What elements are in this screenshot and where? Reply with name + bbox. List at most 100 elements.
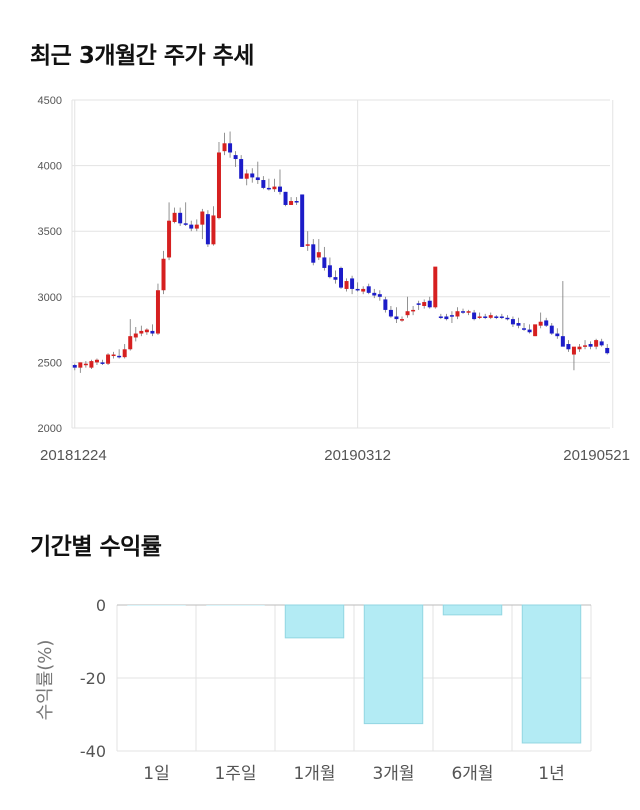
- candle-body: [200, 211, 205, 225]
- candle-body: [250, 173, 255, 178]
- candle-body: [167, 220, 172, 258]
- candle: [133, 326, 138, 342]
- candle-body: [78, 362, 83, 368]
- bar-y-tick-label: -20: [80, 669, 106, 688]
- price-trend-title: 최근 3개월간 주가 추세: [30, 43, 254, 69]
- candle-body: [433, 266, 438, 308]
- candle-body: [583, 345, 588, 347]
- candle: [427, 296, 432, 309]
- bar-x-tick-label: 6개월: [451, 764, 493, 784]
- candle: [178, 207, 183, 226]
- candle: [599, 338, 604, 347]
- candle-body: [555, 333, 560, 337]
- candle: [355, 282, 360, 292]
- bar-x-tick-label: 1년: [538, 764, 564, 784]
- candle-body: [211, 215, 216, 245]
- candle-body: [272, 186, 277, 190]
- candle-body: [394, 316, 399, 320]
- candle-x-tick-label: 20190521: [563, 447, 630, 464]
- candle-body: [305, 244, 310, 246]
- candle-body: [233, 155, 238, 160]
- candle: [316, 239, 321, 261]
- candle: [488, 312, 493, 320]
- candle-body: [571, 346, 576, 355]
- candle: [289, 197, 294, 205]
- candle: [583, 340, 588, 350]
- bar-x-tick-label: 1일: [143, 764, 169, 784]
- candle: [510, 316, 515, 327]
- candle-body: [355, 288, 360, 291]
- candle-body: [366, 286, 371, 293]
- candle-body: [505, 317, 510, 320]
- bar-6: [521, 604, 582, 744]
- candle: [499, 313, 504, 320]
- candle: [283, 191, 288, 207]
- candle-body: [277, 186, 282, 192]
- bar-grid: [116, 604, 592, 752]
- bar-x-tick-label: 1개월: [293, 764, 335, 784]
- candle-body: [544, 320, 549, 326]
- candle: [494, 315, 499, 320]
- candle: [261, 176, 266, 190]
- candle: [372, 288, 377, 299]
- candle: [311, 239, 316, 266]
- candle-body: [416, 303, 421, 305]
- bar-x-axis: 1일 1주일 1개월 3개월 6개월 1년: [143, 764, 564, 784]
- candle: [477, 312, 482, 320]
- candle-body: [183, 223, 188, 225]
- candlestick-chart: 2000 2500 3000 3500 4000 4500 20181224 2019031…: [38, 95, 630, 464]
- candle-body: [427, 300, 432, 308]
- candle-body: [383, 299, 388, 310]
- candle-body: [161, 258, 166, 291]
- candle-x-tick-label: 20181224: [40, 447, 107, 464]
- candle: [455, 307, 460, 320]
- candle: [305, 231, 310, 251]
- candle-body: [122, 349, 127, 358]
- candle: [128, 319, 133, 351]
- candle-body: [189, 224, 194, 229]
- candle: [461, 308, 466, 314]
- candle: [560, 281, 565, 347]
- candle: [111, 351, 116, 359]
- candle-body: [194, 224, 199, 229]
- returns-title: 기간별 수익률: [30, 534, 162, 560]
- candle-body: [144, 329, 149, 333]
- candles: [72, 131, 610, 373]
- candle-body: [294, 201, 299, 203]
- candle: [466, 309, 471, 316]
- candle-body: [133, 333, 138, 338]
- candle: [383, 296, 388, 313]
- candle-body: [289, 201, 294, 205]
- candle-body: [516, 323, 521, 326]
- candle-body: [89, 361, 94, 368]
- candle-body: [333, 277, 338, 280]
- candle-body: [444, 316, 449, 320]
- candle-y-tick-label: 4000: [38, 161, 62, 173]
- candle-body: [106, 354, 111, 364]
- candle-body: [300, 194, 305, 247]
- candle: [72, 363, 77, 371]
- candle-body: [605, 347, 610, 354]
- candle-body: [344, 281, 349, 289]
- candle: [577, 344, 582, 352]
- candle: [444, 313, 449, 321]
- candle-body: [244, 173, 249, 179]
- candle-body: [111, 354, 116, 357]
- returns-bar-chart: 0 -20 -40 1일 1주일 1개월 3개월 6개월 1년 수익률(%): [35, 596, 592, 784]
- candle-body: [588, 344, 593, 347]
- candle-body: [510, 319, 515, 325]
- candle-body: [205, 214, 210, 245]
- candle: [605, 344, 610, 355]
- candle-body: [449, 315, 454, 317]
- bar-x-tick-label: 3개월: [372, 764, 414, 784]
- candle-body: [150, 330, 155, 334]
- candle: [388, 305, 393, 318]
- candle-body: [388, 309, 393, 317]
- candle: [244, 169, 249, 186]
- candle: [405, 296, 410, 318]
- bar-5: [442, 604, 503, 616]
- candle: [411, 305, 416, 316]
- bar-y-axis-label: 수익률(%): [35, 640, 56, 721]
- candle: [172, 207, 177, 224]
- candle-body: [405, 311, 410, 316]
